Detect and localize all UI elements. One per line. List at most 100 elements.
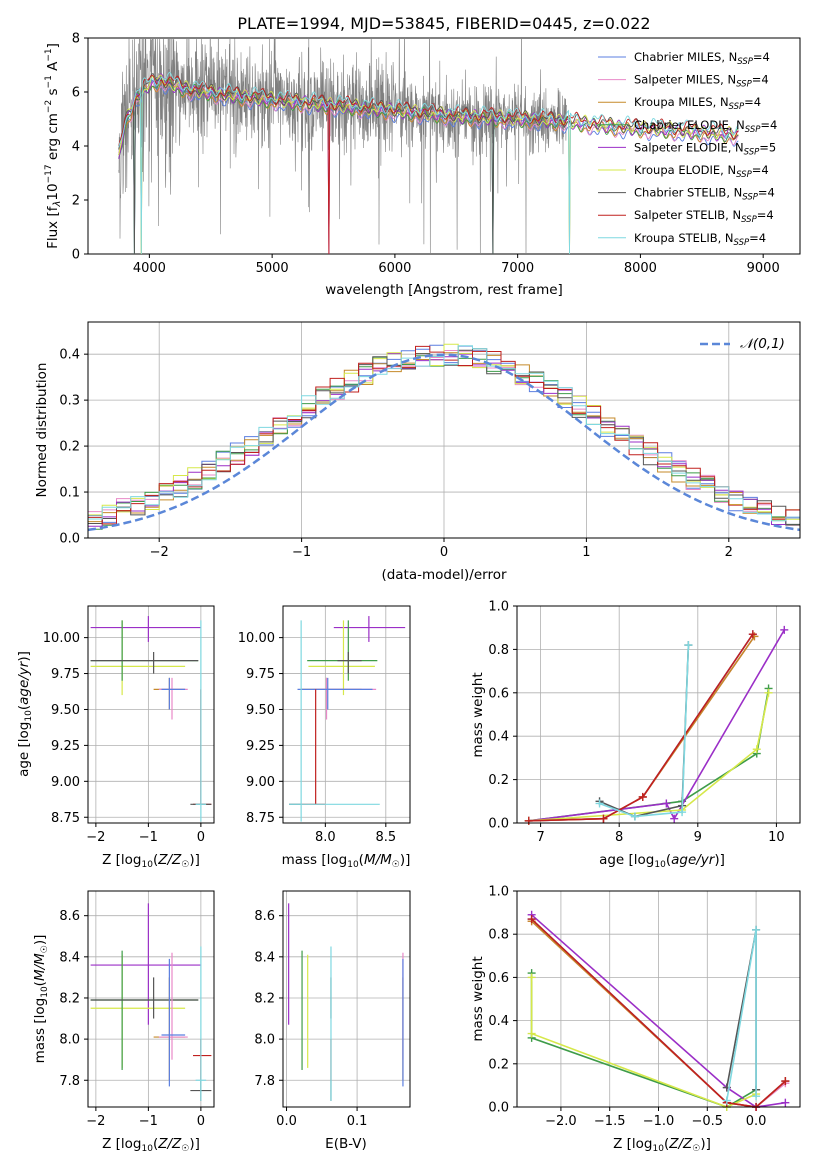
legend-entry: Kroupa ELODIE, NSSP=4	[634, 163, 769, 180]
mass-weight-line	[531, 918, 786, 1108]
panel-ytick-label: 8.4	[59, 950, 80, 965]
panel-ytick-label: 8.75	[246, 811, 275, 826]
legend-entry: Salpeter ELODIE, NSSP=5	[634, 140, 776, 157]
panel-xtick-label: 8.0	[315, 830, 336, 845]
panel-frame	[516, 605, 801, 824]
panel-xtick-label: 0	[197, 1114, 205, 1129]
weight-Z-ylabel: mass weight	[470, 956, 486, 1041]
residual-ytick-label: 0.1	[59, 486, 80, 501]
legend-count: =4	[753, 50, 770, 64]
panel-ytick-label: 9.00	[246, 775, 275, 790]
residual-panel: −2 −1 0 1 2 0.0 0.1 0.2 0.3 0.4 (data-model)/erro…	[34, 321, 801, 583]
panel-ytick-label: 7.8	[59, 1074, 80, 1089]
panel-ytick-label: 8.6	[59, 909, 80, 924]
mass-weight-line	[530, 977, 757, 1108]
panel-frame	[516, 890, 801, 1108]
mass-Z-xlabel: Z [log10(Z/Z☉)]	[102, 1136, 200, 1154]
legend-entry: Chabrier ELODIE, NSSP=4	[634, 118, 777, 135]
legend-count: =5	[759, 140, 776, 154]
panel-ytick-label: 0.0	[488, 1101, 509, 1116]
panel-ytick-label: 0.4	[488, 730, 509, 745]
legend-count: =4	[758, 186, 775, 200]
legend-entry: Salpeter MILES, NSSP=4	[634, 73, 769, 90]
panel-xtick-label: 10	[768, 830, 785, 845]
spectrum-ticks: 4000 5000 6000 7000 8000 9000 0 2 4 6 8	[72, 32, 780, 277]
panel-ytick-label: 8.6	[254, 909, 275, 924]
panel-xtick-label: 7	[536, 830, 544, 845]
weight-Z-xlabel: Z [log10(Z/Z☉)]	[613, 1136, 711, 1154]
legend-entry: Kroupa MILES, NSSP=4	[634, 95, 761, 112]
panel-ytick-label: 0.6	[488, 686, 509, 701]
panel-xtick-label: 0.1	[347, 1114, 368, 1129]
panel-ytick-label: 0.0	[488, 817, 509, 832]
observed-spectrum-line	[118, 38, 567, 254]
spectrum-xtick-label: 7000	[501, 261, 534, 276]
panel-xtick-label: −1	[139, 830, 158, 845]
panel-xtick-label: −0.5	[692, 1114, 724, 1129]
panel-xtick-label: −2.0	[545, 1114, 577, 1129]
age-Z-xlabel: Z [log10(Z/Z☉)]	[102, 852, 200, 870]
residual-xtick-label: −2	[150, 545, 169, 560]
spectrum-xlabel: wavelength [Angstrom, rest frame]	[325, 282, 563, 298]
legend-count: =4	[752, 73, 769, 87]
panel-ytick-label: 8.75	[51, 811, 80, 826]
spectrum-ytick-label: 6	[72, 86, 80, 101]
residual-xlabel: (data-model)/error	[381, 567, 507, 583]
panel-xtick-label: −1	[139, 1114, 158, 1129]
spectrum-legend: Chabrier MILES, NSSP=4 Salpeter MILES, NS…	[598, 50, 777, 248]
mass-weight-line	[528, 635, 756, 822]
legend-count: =4	[752, 163, 769, 177]
mass-ebv-xlabel: E(B-V)	[325, 1136, 367, 1152]
panel-ytick-label: 9.75	[246, 667, 275, 682]
legend-count: =4	[749, 231, 766, 245]
model-spectrum-line	[118, 73, 739, 254]
mass-weight-line	[599, 645, 690, 818]
mass-weight-line	[599, 645, 690, 818]
legend-subscript: SSP	[745, 125, 761, 135]
residual-ytick-label: 0.2	[59, 440, 80, 455]
panel-xtick-label: 8.5	[375, 830, 396, 845]
legend-subscript: SSP	[742, 193, 758, 203]
panel-xtick-label: 0	[197, 830, 205, 845]
residual-ytick-label: 0.0	[59, 532, 80, 547]
legend-count: =4	[760, 118, 777, 132]
residual-histograms	[87, 343, 801, 532]
legend-subscript: SSP	[736, 170, 752, 180]
mass-weight-line	[528, 692, 770, 822]
panel-xtick-label: 8	[615, 830, 623, 845]
residual-legend: 𝒩(0,1)	[700, 336, 785, 352]
weight-age-ylabel: mass weight	[470, 672, 486, 757]
panel-ytick-label: 9.00	[51, 775, 80, 790]
legend-count: =4	[744, 95, 761, 109]
spectrum-xtick-label: 4000	[133, 261, 166, 276]
legend-subscript: SSP	[734, 238, 750, 248]
legend-subscript: SSP	[737, 57, 753, 67]
legend-entry: Chabrier MILES, NSSP=4	[634, 50, 770, 67]
age-mass-xlabel: mass [log10(M/M☉)]	[282, 852, 411, 870]
panel-frame	[282, 605, 411, 824]
panel-ytick-label: 1.0	[488, 600, 509, 615]
panel-xtick-label: 0.0	[276, 1114, 297, 1129]
mass-weight-line	[528, 633, 754, 822]
panel-ytick-label: 0.8	[488, 928, 509, 943]
gaussian-reference-line	[87, 353, 801, 532]
panel-ytick-label: 9.75	[51, 667, 80, 682]
panel-frame	[282, 890, 411, 1108]
panel-ytick-label: 10.00	[43, 631, 80, 646]
model-spectrum-line	[118, 71, 739, 254]
spectrum-ytick-label: 0	[72, 248, 80, 263]
panel-ytick-label: 0.6	[488, 971, 509, 986]
mass-weight-line	[530, 973, 757, 1108]
spectrum-xtick-label: 9000	[747, 261, 780, 276]
residual-ylabel: Normed distribution	[34, 363, 50, 498]
spectrum-ytick-label: 8	[72, 32, 80, 47]
mass-weight-line	[528, 633, 754, 822]
mass-weight-line	[531, 914, 786, 1108]
weight-vs-Z-panel: −2.0 −1.5 −1.0 −0.5 0.0 0.0 0.2 0.4 0.6 0.8 1.0	[488, 885, 801, 1129]
panel-xtick-label: −2	[86, 1114, 105, 1129]
legend-subscript: SSP	[736, 80, 752, 90]
weight-age-xlabel: age [log10(age/yr)]	[599, 852, 725, 870]
spectrum-lines	[118, 38, 739, 254]
panel-ytick-label: 1.0	[488, 885, 509, 900]
